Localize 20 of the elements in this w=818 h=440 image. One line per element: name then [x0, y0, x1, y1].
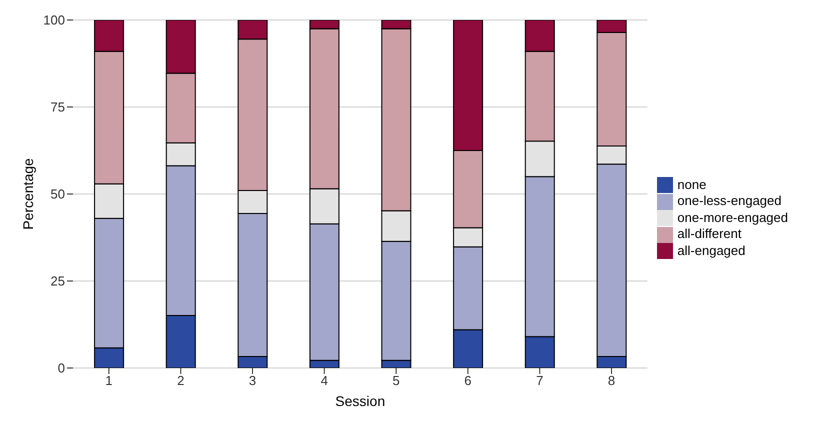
x-tick-label: 1	[105, 373, 113, 388]
legend-label: all-engaged	[677, 242, 746, 258]
x-tick-label: 4	[320, 373, 328, 388]
legend-label: none	[677, 176, 706, 192]
x-axis-title: Session	[335, 393, 386, 409]
x-tick-label: 8	[608, 373, 616, 388]
y-tick-label: 75	[50, 100, 65, 115]
y-tick-label: 50	[50, 186, 65, 202]
legend-label: one-less-engaged	[677, 193, 782, 208]
y-tick-label: 25	[50, 274, 65, 289]
x-tick-label: 3	[248, 373, 256, 388]
x-tick-label: 2	[177, 373, 184, 388]
y-tick-label: 0	[58, 360, 65, 376]
x-tick-label: 6	[464, 373, 472, 388]
x-tick-label: 5	[392, 373, 400, 388]
y-tick-label: 100	[43, 12, 65, 28]
legend-label: all-different	[677, 226, 742, 242]
y-axis-title: Percentage	[20, 158, 36, 230]
x-tick-label: 7	[536, 373, 544, 388]
legend-label: one-more-engaged	[677, 210, 788, 225]
